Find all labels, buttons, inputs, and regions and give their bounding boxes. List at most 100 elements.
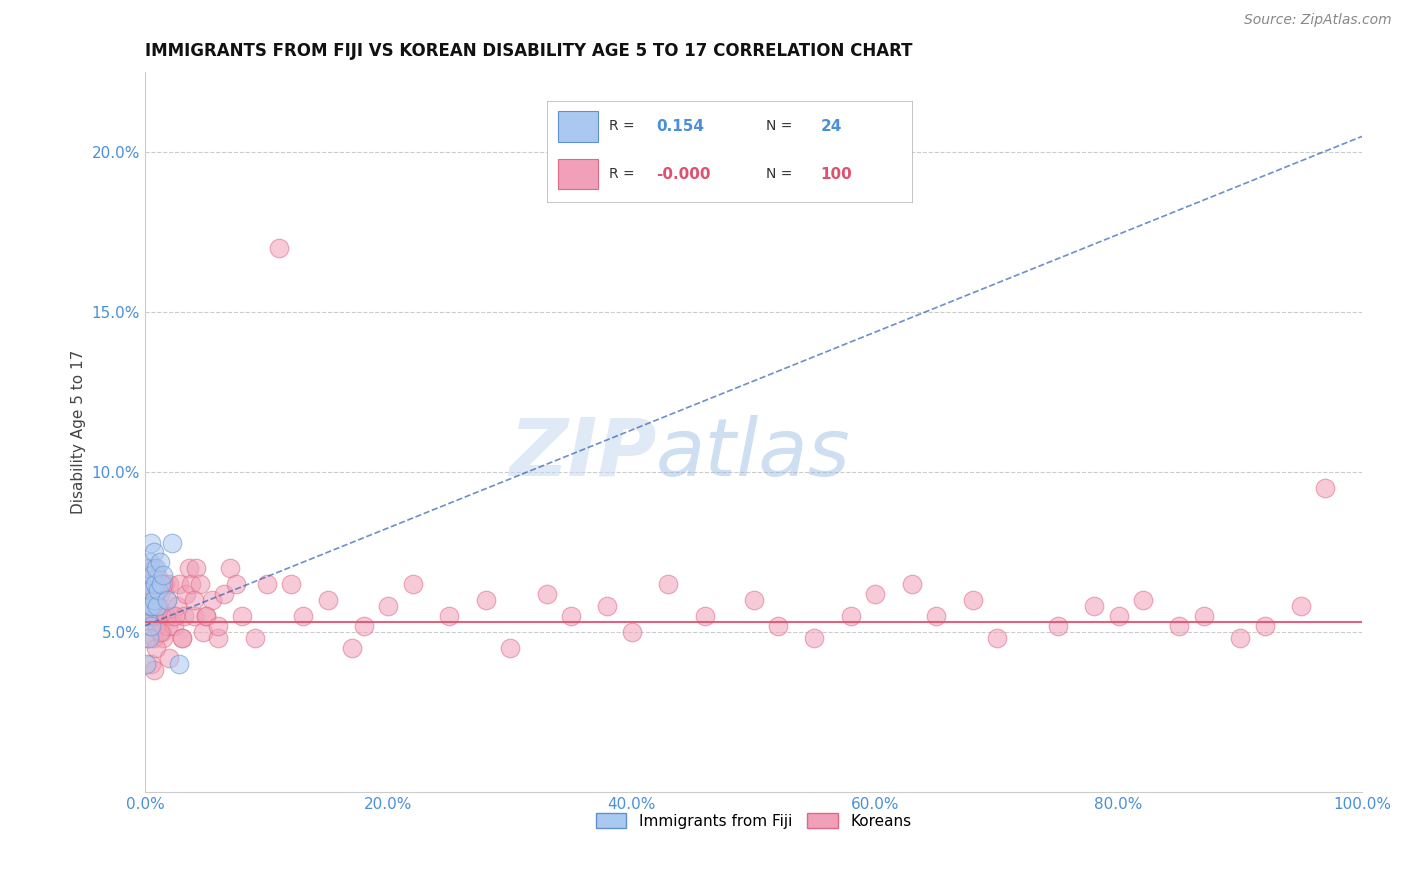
Point bbox=[148, 599, 170, 614]
Point bbox=[1229, 632, 1251, 646]
Point bbox=[150, 625, 173, 640]
Point bbox=[925, 609, 948, 624]
Point bbox=[170, 632, 193, 646]
Point bbox=[560, 609, 582, 624]
Point bbox=[620, 625, 643, 640]
Point bbox=[152, 567, 174, 582]
Point bbox=[139, 593, 162, 607]
Y-axis label: Disability Age 5 to 17: Disability Age 5 to 17 bbox=[72, 350, 86, 515]
Point bbox=[316, 593, 339, 607]
Point bbox=[839, 609, 862, 624]
Point bbox=[176, 587, 198, 601]
Point bbox=[280, 577, 302, 591]
Point bbox=[596, 599, 619, 614]
Point bbox=[149, 609, 172, 624]
Point bbox=[536, 587, 558, 601]
Point bbox=[145, 577, 167, 591]
Point bbox=[183, 593, 205, 607]
Point bbox=[1132, 593, 1154, 607]
Point bbox=[766, 618, 789, 632]
Point bbox=[475, 593, 498, 607]
Text: Source: ZipAtlas.com: Source: ZipAtlas.com bbox=[1244, 13, 1392, 28]
Point bbox=[145, 599, 167, 614]
Point bbox=[146, 567, 169, 582]
Point bbox=[163, 618, 186, 632]
Point bbox=[160, 609, 183, 624]
Point bbox=[145, 641, 167, 656]
Point bbox=[803, 632, 825, 646]
Point bbox=[155, 609, 177, 624]
Text: IMMIGRANTS FROM FIJI VS KOREAN DISABILITY AGE 5 TO 17 CORRELATION CHART: IMMIGRANTS FROM FIJI VS KOREAN DISABILIT… bbox=[145, 42, 912, 60]
Point bbox=[292, 609, 315, 624]
Point bbox=[194, 609, 217, 624]
Point bbox=[149, 577, 172, 591]
Point bbox=[1289, 599, 1312, 614]
Point bbox=[188, 577, 211, 591]
Point bbox=[149, 587, 172, 601]
Point bbox=[136, 609, 159, 624]
Point bbox=[152, 577, 174, 591]
Point bbox=[1315, 481, 1337, 495]
Point bbox=[135, 657, 157, 671]
Point bbox=[225, 577, 247, 591]
Point bbox=[167, 657, 190, 671]
Point bbox=[141, 599, 163, 614]
Point bbox=[219, 561, 242, 575]
Point bbox=[256, 577, 278, 591]
Point bbox=[863, 587, 886, 601]
Point bbox=[139, 618, 162, 632]
Point bbox=[142, 664, 165, 678]
Point bbox=[207, 632, 229, 646]
Point bbox=[186, 561, 208, 575]
Point bbox=[142, 561, 165, 575]
Point bbox=[146, 599, 169, 614]
Point bbox=[136, 577, 159, 591]
Point bbox=[143, 577, 166, 591]
Point bbox=[267, 241, 290, 255]
Point bbox=[139, 535, 162, 549]
Point bbox=[157, 618, 180, 632]
Point bbox=[138, 561, 160, 575]
Point bbox=[353, 618, 375, 632]
Point bbox=[139, 618, 162, 632]
Point bbox=[138, 609, 160, 624]
Point bbox=[136, 577, 159, 591]
Point bbox=[962, 593, 984, 607]
Point bbox=[212, 587, 235, 601]
Point bbox=[149, 555, 172, 569]
Point bbox=[231, 609, 253, 624]
Point bbox=[139, 599, 162, 614]
Point bbox=[170, 632, 193, 646]
Point bbox=[141, 577, 163, 591]
Legend: Immigrants from Fiji, Koreans: Immigrants from Fiji, Koreans bbox=[589, 806, 917, 835]
Point bbox=[1168, 618, 1191, 632]
Point bbox=[986, 632, 1008, 646]
Point bbox=[742, 593, 765, 607]
Point bbox=[143, 587, 166, 601]
Point bbox=[139, 599, 162, 614]
Point bbox=[1253, 618, 1275, 632]
Point bbox=[148, 583, 170, 598]
Point bbox=[152, 632, 174, 646]
Point bbox=[138, 561, 160, 575]
Point bbox=[165, 609, 187, 624]
Point bbox=[157, 577, 180, 591]
Point bbox=[207, 618, 229, 632]
Point bbox=[340, 641, 363, 656]
Point bbox=[135, 587, 157, 601]
Point bbox=[135, 609, 157, 624]
Point bbox=[243, 632, 266, 646]
Point bbox=[1192, 609, 1215, 624]
Point bbox=[1046, 618, 1069, 632]
Point bbox=[139, 657, 162, 671]
Point bbox=[439, 609, 461, 624]
Point bbox=[136, 632, 159, 646]
Point bbox=[194, 609, 217, 624]
Point bbox=[1083, 599, 1105, 614]
Point bbox=[157, 650, 180, 665]
Point bbox=[156, 593, 179, 607]
Point bbox=[153, 577, 176, 591]
Point bbox=[142, 545, 165, 559]
Point bbox=[142, 593, 165, 607]
Point bbox=[142, 632, 165, 646]
